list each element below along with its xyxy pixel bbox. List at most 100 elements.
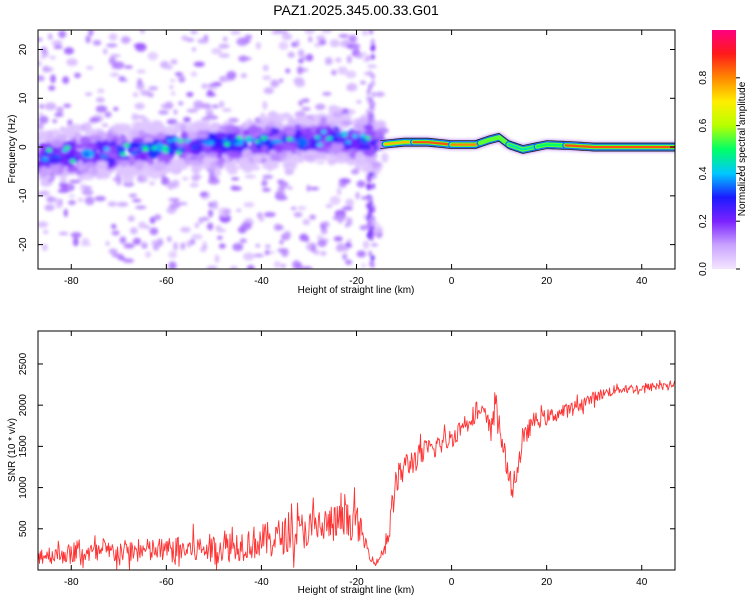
snr-y-tick-label: 2500 xyxy=(18,352,29,375)
spectrogram-speckle xyxy=(366,55,371,62)
spectrogram-speckle xyxy=(147,51,159,61)
spectrogram-speckle xyxy=(370,45,375,52)
spectrogram-speckle xyxy=(208,201,214,208)
spectrogram-speckle xyxy=(320,251,327,256)
spectrogram-blob xyxy=(374,130,383,139)
spectrogram-speckle xyxy=(368,250,373,257)
spectrogram-speckle xyxy=(295,39,300,48)
spectrogram-speckle xyxy=(169,85,174,90)
spectrogram-blob xyxy=(334,151,348,164)
spectrogram-blob xyxy=(348,109,356,115)
spectrogram-y-label: Frequency (Hz) xyxy=(7,115,18,184)
spectrogram-speckle xyxy=(212,81,222,87)
spectrogram-blob xyxy=(213,167,222,178)
spectrogram-speckle xyxy=(81,189,94,196)
spectrogram-core xyxy=(103,147,110,152)
spectrogram-blob xyxy=(297,155,305,164)
spectrogram-speckle xyxy=(298,58,304,64)
spectrogram-speckle xyxy=(216,235,223,240)
spectrogram-speckle xyxy=(164,101,174,110)
spectrogram-blob xyxy=(349,149,357,160)
spectrogram-speckle xyxy=(74,72,81,78)
spectrogram-blob xyxy=(363,124,374,131)
snr-x-tick-label: 20 xyxy=(541,577,553,588)
spectrogram-blob xyxy=(320,116,327,123)
spectrogram-speckle xyxy=(366,95,371,102)
spectrogram-speckle xyxy=(172,241,179,251)
spectrogram-blob xyxy=(104,140,117,147)
colorbar: 0.0 0.2 0.4 0.6 0.8 Normalized spectral ampl… xyxy=(698,30,748,276)
spectrogram-speckle xyxy=(345,198,354,208)
spectrogram-speckle xyxy=(271,30,281,35)
spectrogram-core xyxy=(155,151,162,156)
spectrogram-blob xyxy=(242,162,254,174)
spectrogram-speckle xyxy=(54,200,63,209)
spectrogram-core xyxy=(162,149,169,154)
snr-x-axis: -80 -60 -40 -20 0 20 40 xyxy=(64,331,648,588)
spectrogram-speckle xyxy=(362,30,369,36)
spectrogram-speckle xyxy=(97,88,105,94)
spectrogram-speckle xyxy=(359,224,369,231)
spectrogram-blob xyxy=(324,142,333,148)
spectrogram-speckle xyxy=(336,187,342,196)
spectrogram-ridge-core xyxy=(564,144,675,149)
colorbar-label: Normalized spectral amplitude xyxy=(737,81,748,216)
spectrogram-speckle xyxy=(298,99,304,107)
spectrogram-speckle xyxy=(346,82,358,92)
spectrogram-speckle xyxy=(153,214,162,221)
spectrogram-blob xyxy=(283,161,297,171)
spectrogram-speckle xyxy=(206,265,218,269)
spectrogram-speckle xyxy=(63,47,75,55)
spectrogram-speckle xyxy=(201,216,210,222)
spectrogram-speckle xyxy=(149,227,159,236)
spectrogram-speckle xyxy=(222,108,232,112)
spectrogram-speckle xyxy=(111,230,120,236)
colorbar-tick-label: 0.6 xyxy=(698,118,709,132)
spectrogram-core xyxy=(341,133,348,138)
spectrogram-ridge xyxy=(380,132,675,154)
spectrogram-speckle xyxy=(322,91,332,96)
spectrogram-speckle xyxy=(202,240,207,249)
spectrogram-core xyxy=(172,137,179,142)
spectrogram-speckle xyxy=(222,36,228,42)
spectrogram-speckle xyxy=(305,53,314,62)
spectrogram-speckle xyxy=(341,206,354,211)
spectrogram-speckle xyxy=(355,191,360,200)
spectrogram-speckle xyxy=(84,196,95,206)
spectrogram-speckle xyxy=(315,161,326,165)
spectrogram-speckle xyxy=(337,66,348,75)
spectrogram-speckle xyxy=(255,244,261,248)
spectrogram-speckle xyxy=(41,46,48,54)
spectrogram-speckle xyxy=(38,221,49,228)
snr-x-tick-label: 0 xyxy=(449,577,455,588)
spectrogram-speckle xyxy=(273,261,281,269)
spectrogram-blob xyxy=(318,154,327,160)
spectrogram-speckle xyxy=(134,102,145,110)
spectrogram-blob xyxy=(199,162,209,169)
spectrogram-speckle xyxy=(208,209,213,218)
spectrogram-speckle xyxy=(336,214,344,224)
spectrogram-speckle xyxy=(262,187,271,192)
spectrogram-blob xyxy=(171,169,179,175)
spectrogram-speckle xyxy=(368,171,373,178)
spectrogram-ridge-core xyxy=(383,141,415,146)
spectrogram-speckle xyxy=(173,109,178,115)
spectrogram-speckle xyxy=(346,217,353,227)
spectrogram-blob xyxy=(120,126,134,133)
spectrogram-core xyxy=(236,136,243,141)
spectrogram-blob xyxy=(362,147,375,157)
spectrogram-blob xyxy=(95,161,108,173)
spectrogram-speckle xyxy=(180,242,186,250)
spectrogram-blob xyxy=(173,158,182,167)
spectrogram-blobs xyxy=(38,30,675,269)
spectrogram-speckle xyxy=(69,179,81,184)
spectrogram-speckle xyxy=(58,231,69,236)
spectrogram-blob xyxy=(251,164,261,171)
spectrogram-ridge-core xyxy=(478,136,510,146)
spectrogram-speckle xyxy=(50,74,56,84)
spectrogram-speckle xyxy=(263,211,276,218)
spectrogram-y-tick-label: 0 xyxy=(18,144,29,150)
spectrogram-speckle xyxy=(369,260,374,267)
spectrogram-speckle xyxy=(201,83,208,89)
spectrogram-core xyxy=(138,147,145,152)
